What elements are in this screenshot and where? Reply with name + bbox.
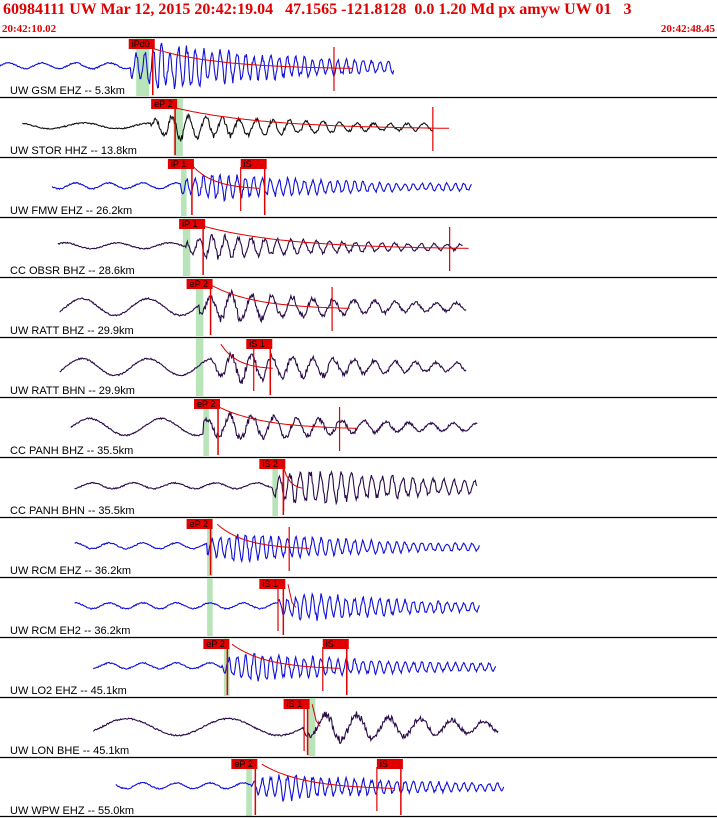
coda-curve (196, 223, 469, 249)
pick-flag (179, 219, 206, 229)
pick-flag (259, 459, 286, 469)
waveform-trace (57, 232, 463, 261)
pick-flag (186, 279, 213, 289)
station-label: UW LO2 EHZ -- 45.1km (10, 685, 127, 697)
pick-label: iS (244, 159, 252, 169)
coda-curve (140, 43, 353, 69)
event-title: 60984111 UW Mar 12, 2015 20:42:19.04 47.… (3, 1, 632, 18)
pick-label: iS 1 (249, 339, 265, 349)
station-label: UW RCM EHZ -- 36.2km (10, 565, 131, 577)
pick-flag (203, 639, 230, 649)
pick-label: eP 2 (190, 519, 208, 529)
coda-curve (213, 403, 358, 429)
pick-flag (186, 519, 213, 529)
pick-flag (231, 759, 258, 769)
pick-window (173, 98, 183, 156)
pick-label: iS (380, 759, 388, 769)
waveform-trace (22, 112, 434, 142)
station-label: CC PANH BHN -- 35.5km (10, 505, 134, 517)
coda-curve (287, 584, 297, 608)
pick-window (203, 398, 209, 456)
waveform-trace (59, 288, 467, 324)
pick-window (182, 218, 191, 276)
pick-window (180, 158, 187, 216)
pick-flag (376, 759, 403, 769)
station-label: CC OBSR BHZ -- 28.6km (10, 265, 135, 277)
station-label: CC PANH BHZ -- 35.5km (10, 445, 133, 457)
pick-label: eP 2 (190, 279, 208, 289)
coda-curve (261, 763, 394, 789)
coda-curve (311, 704, 321, 727)
pick-label: iP 1 (171, 159, 186, 169)
station-label: UW RATT BHZ -- 29.9km (10, 325, 134, 337)
station-label: UW FMW EHZ -- 26.2km (10, 205, 132, 217)
pick-label: eP 2 (234, 759, 252, 769)
pick-flag (283, 699, 310, 709)
waveform-trace (51, 173, 472, 203)
coda-curve (220, 343, 273, 369)
pick-label: eP 2 (206, 639, 224, 649)
pick-window (246, 758, 252, 816)
station-label: UW RCM EH2 -- 36.2km (10, 625, 130, 637)
pick-window (195, 338, 204, 396)
waveform-trace (70, 411, 478, 441)
coda-curve (190, 163, 260, 189)
station-label: UW STOR HHZ -- 13.8km (10, 145, 137, 157)
pick-flag (246, 339, 273, 349)
pick-label: iS (326, 639, 334, 649)
coda-curve (281, 464, 303, 489)
station-label: UW RATT BHN -- 29.9km (10, 385, 135, 397)
pick-flag (322, 639, 349, 649)
waveform-trace (92, 711, 499, 744)
pick-label: iS 1 (262, 579, 278, 589)
waveform-trace (115, 774, 505, 802)
pick-label: iP 1 (182, 219, 197, 229)
pick-window (207, 578, 213, 636)
coda-curve (160, 103, 450, 129)
pick-flag (167, 159, 194, 169)
station-label: UW WPW EHZ -- 55.0km (10, 805, 134, 817)
coda-curve (216, 523, 310, 549)
start-time-label: 20:42:10.02 (2, 23, 57, 35)
plot-header: 60984111 UW Mar 12, 2015 20:42:19.04 47.… (0, 0, 717, 37)
pick-label: eP 2 (154, 99, 172, 109)
station-label: UW LON BHE -- 45.1km (10, 745, 129, 757)
waveform-trace (59, 350, 467, 385)
coda-curve (209, 283, 350, 309)
station-label: UW GSM EHZ -- 5.3km (10, 85, 125, 97)
pick-flag (194, 399, 221, 409)
pick-flag (151, 99, 178, 109)
pick-flag (240, 159, 267, 169)
waveform-trace (74, 470, 478, 506)
waveform-trace (0, 42, 395, 90)
pick-window (272, 458, 278, 516)
pick-window (307, 698, 316, 756)
pick-label: iPd0 (132, 39, 150, 49)
coda-curve (231, 643, 341, 669)
pick-flag (259, 579, 286, 589)
waveform-trace (74, 591, 480, 621)
waveform-trace (92, 652, 497, 682)
end-time-label: 20:42:48.45 (660, 23, 715, 35)
pick-label: iS 1 (287, 699, 303, 709)
waveform-trace (74, 533, 480, 564)
pick-label: iS 2 (262, 459, 278, 469)
pick-flag (128, 39, 155, 49)
pick-label: eP 2 (197, 399, 215, 409)
